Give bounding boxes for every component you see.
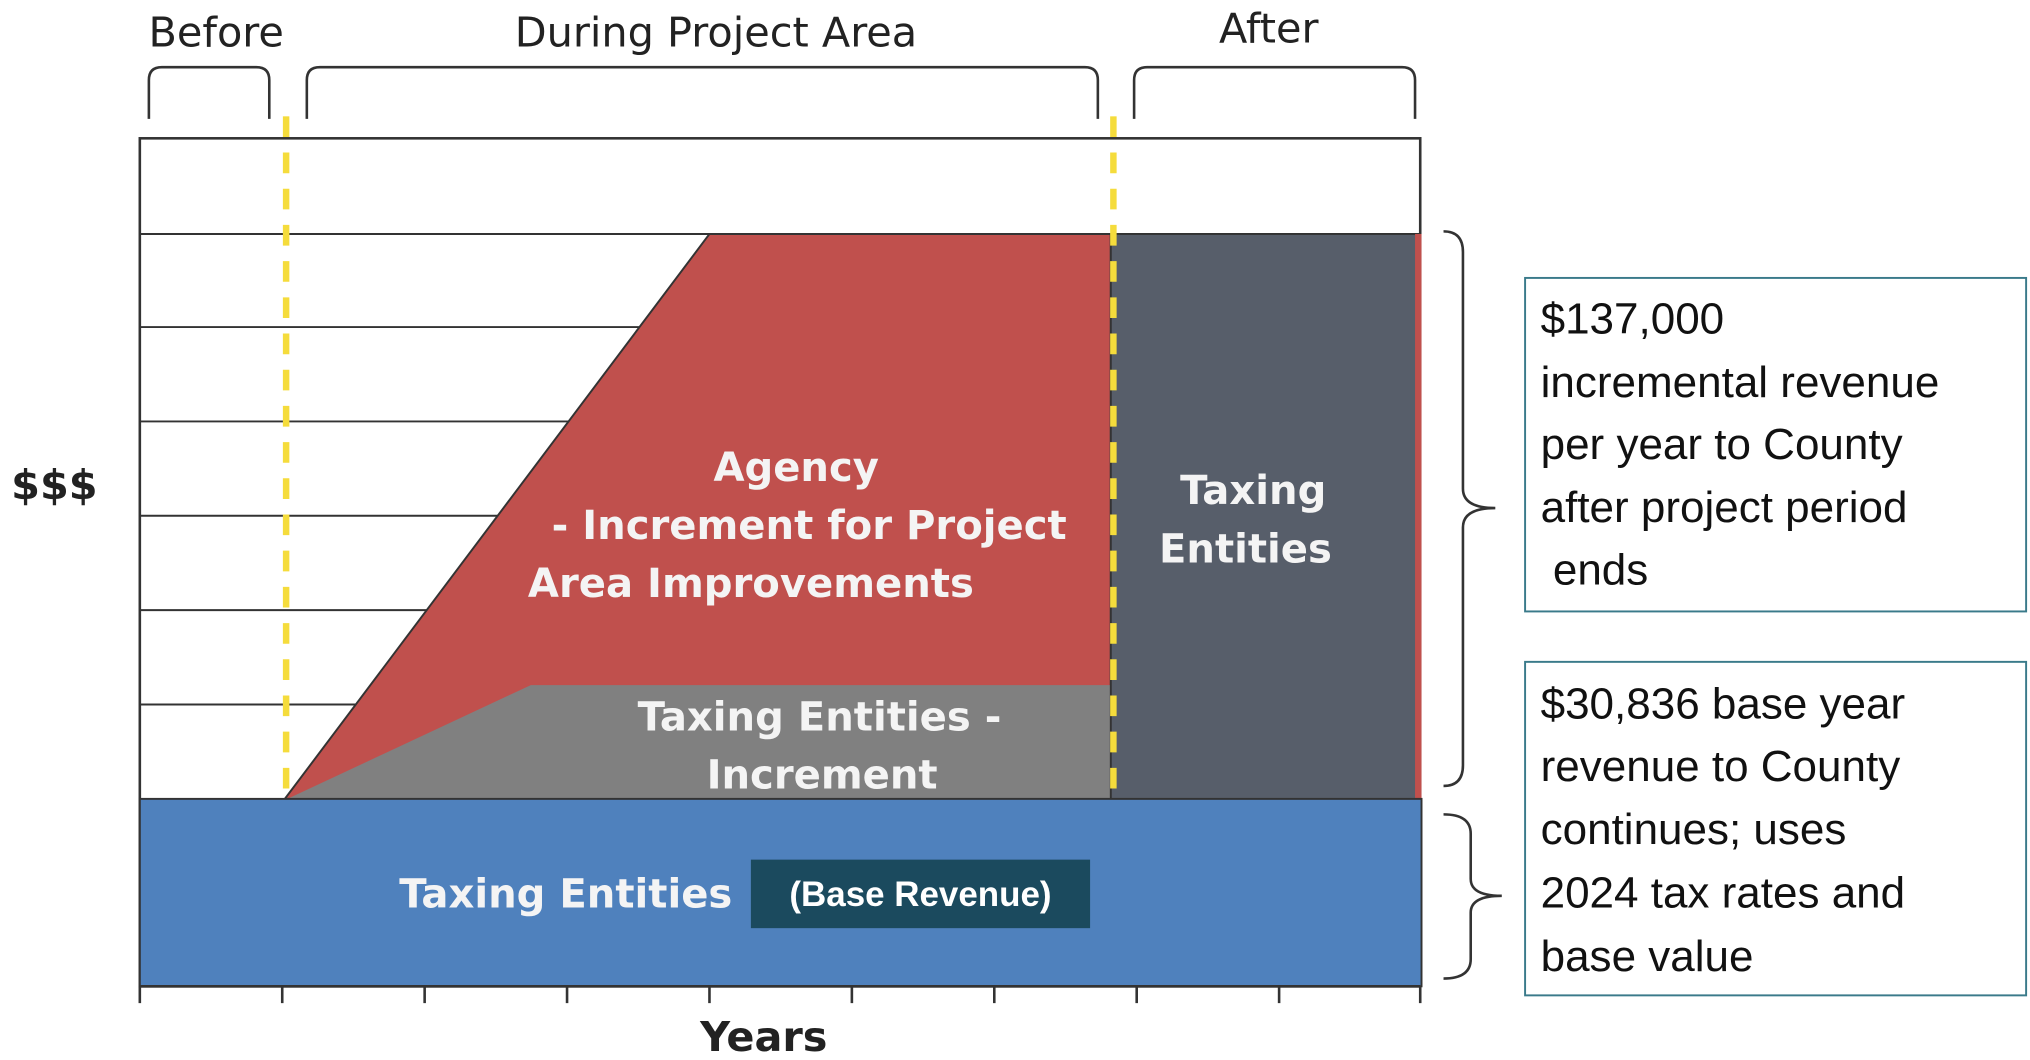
note-line: after project period	[1541, 483, 1908, 532]
after-strip	[1415, 233, 1422, 802]
note-line: continues; uses	[1541, 805, 1847, 854]
region-label: Taxing Entities	[399, 871, 732, 917]
after-region	[1109, 233, 1419, 803]
badge-box	[750, 859, 1091, 929]
note-line: revenue to County	[1541, 742, 1901, 791]
period-dividers	[282, 116, 1117, 799]
phase-label: Before	[149, 9, 284, 57]
note-line: $30,836 base year	[1541, 680, 1906, 729]
increment-region	[287, 685, 1111, 799]
phase-label: After	[1219, 5, 1319, 53]
note-line: per year to County	[1541, 420, 1903, 469]
note-box	[1524, 660, 2028, 997]
region-label: Taxing Entities -	[638, 694, 1002, 740]
phase-label: During Project Area	[515, 9, 917, 57]
region-label: Entities	[1159, 526, 1332, 572]
region-label: Taxing	[1180, 468, 1326, 514]
note-line: 2024 tax rates and	[1541, 868, 1906, 917]
region-label: - Increment for Project	[552, 503, 1067, 549]
region-label: Agency	[713, 445, 879, 491]
note-line: $137,000	[1541, 295, 1725, 344]
note-line: ends	[1541, 545, 1649, 594]
region-label: Area Improvements	[528, 561, 974, 607]
y-axis-label: $$$	[11, 461, 97, 509]
x-axis	[138, 985, 1422, 1004]
badge-label: (Base Revenue)	[789, 875, 1051, 914]
note-line: base value	[1541, 932, 1754, 981]
phase-brackets	[147, 65, 1502, 980]
region-label: Increment	[707, 753, 938, 799]
x-axis-label: Years	[699, 1013, 827, 1060]
note-box	[1524, 276, 2028, 613]
note-line: incremental revenue	[1541, 358, 1940, 407]
